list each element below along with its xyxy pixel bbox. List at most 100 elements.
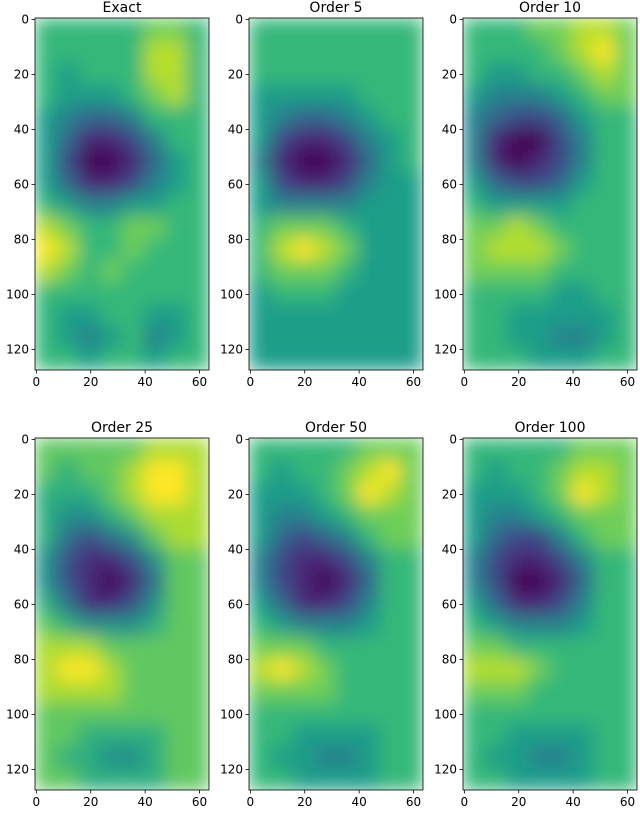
heatmap-cell [528,62,551,85]
heatmap-cell [100,62,123,85]
heatmap-cell [615,106,637,129]
y-tick-label: 0 [21,432,29,446]
heatmap-cell [593,40,616,63]
heatmap-cell [463,326,486,349]
heatmap-cell [143,282,166,305]
heatmap-cell [122,614,145,637]
y-tick-label: 80 [442,652,457,666]
heatmap-cell [550,18,573,41]
heatmap-cell [270,636,293,659]
heatmap-cell [379,128,402,151]
axes-frame [34,437,210,791]
y-tick-label: 120 [6,342,29,356]
heatmap-cell [35,658,58,681]
heatmap-cell [463,746,486,769]
heatmap-cell [379,702,402,725]
heatmap-cell [463,614,486,637]
heatmap-cell [615,40,637,63]
heatmap-cell [336,438,359,461]
heatmap-cell [249,40,272,63]
heatmap-cell [292,526,315,549]
heatmap-cell [270,348,293,370]
heatmap-cell [463,504,486,527]
heatmap-cell [550,304,573,327]
heatmap-cell [270,614,293,637]
y-tick-label: 60 [228,597,243,611]
heatmap-cell [463,194,486,217]
y-tick-label: 120 [434,762,457,776]
heatmap-cell [463,438,486,461]
heatmap-cell [615,260,637,283]
heatmap-cell [314,194,337,217]
heatmap-cell [336,680,359,703]
heatmap-cell [357,526,380,549]
heatmap-cell [35,570,58,593]
heatmap-cell [571,216,594,239]
heatmap-cell [463,658,486,681]
heatmap-cell [165,326,188,349]
heatmap-cell [336,238,359,261]
heatmap-cell [593,658,616,681]
y-tick-label: 0 [235,12,243,26]
heatmap-cell [571,40,594,63]
heatmap-cell [314,18,337,41]
heatmap-cell [401,680,423,703]
heatmap-cell [550,680,573,703]
heatmap-cell [357,658,380,681]
heatmap-cell [122,570,145,593]
heatmap-cell [292,62,315,85]
y-tick-label: 80 [228,652,243,666]
heatmap-cell [484,282,507,305]
heatmap-cell [593,482,616,505]
heatmap-cell [550,40,573,63]
heatmap-cell [550,746,573,769]
heatmap-cell [336,304,359,327]
heatmap-cell [165,592,188,615]
heatmap-cell [35,746,58,769]
heatmap-cell [143,482,166,505]
heatmap-cell [249,724,272,747]
y-tick-label: 40 [442,122,457,136]
heatmap-cell [401,526,423,549]
heatmap-cell [615,702,637,725]
heatmap-cell [292,238,315,261]
heatmap-cell [336,724,359,747]
heatmap-cell [615,238,637,261]
x-tick-label: 20 [297,795,312,809]
heatmap-cell [100,768,123,790]
heatmap-cell [314,636,337,659]
heatmap-cell [336,282,359,305]
heatmap-cell [78,636,101,659]
heatmap-cell [78,614,101,637]
heatmap-cell [401,304,423,327]
heatmap-cell [528,636,551,659]
heatmap-cell [100,348,123,370]
heatmap-cell [143,746,166,769]
y-tick-label: 40 [442,542,457,556]
heatmap-cell [122,658,145,681]
heatmap-cell [314,84,337,107]
heatmap-cell [506,526,529,549]
heatmap-cell [270,724,293,747]
heatmap-cell [292,658,315,681]
heatmap-image [35,438,209,790]
heatmap-cell [292,504,315,527]
heatmap-cell [528,194,551,217]
heatmap-cell [357,768,380,790]
heatmap-cell [249,84,272,107]
heatmap-cell [100,548,123,571]
heatmap-cell [78,40,101,63]
heatmap-cell [401,348,423,370]
y-tick-label: 100 [220,287,243,301]
heatmap-cell [336,570,359,593]
heatmap-cell [314,128,337,151]
heatmap-cell [550,504,573,527]
heatmap-cell [336,326,359,349]
heatmap-cell [78,282,101,305]
heatmap-cell [78,62,101,85]
heatmap-cell [100,172,123,195]
heatmap-cell [78,348,101,370]
heatmap-cell [165,548,188,571]
heatmap-cell [165,636,188,659]
heatmap-cell [143,84,166,107]
